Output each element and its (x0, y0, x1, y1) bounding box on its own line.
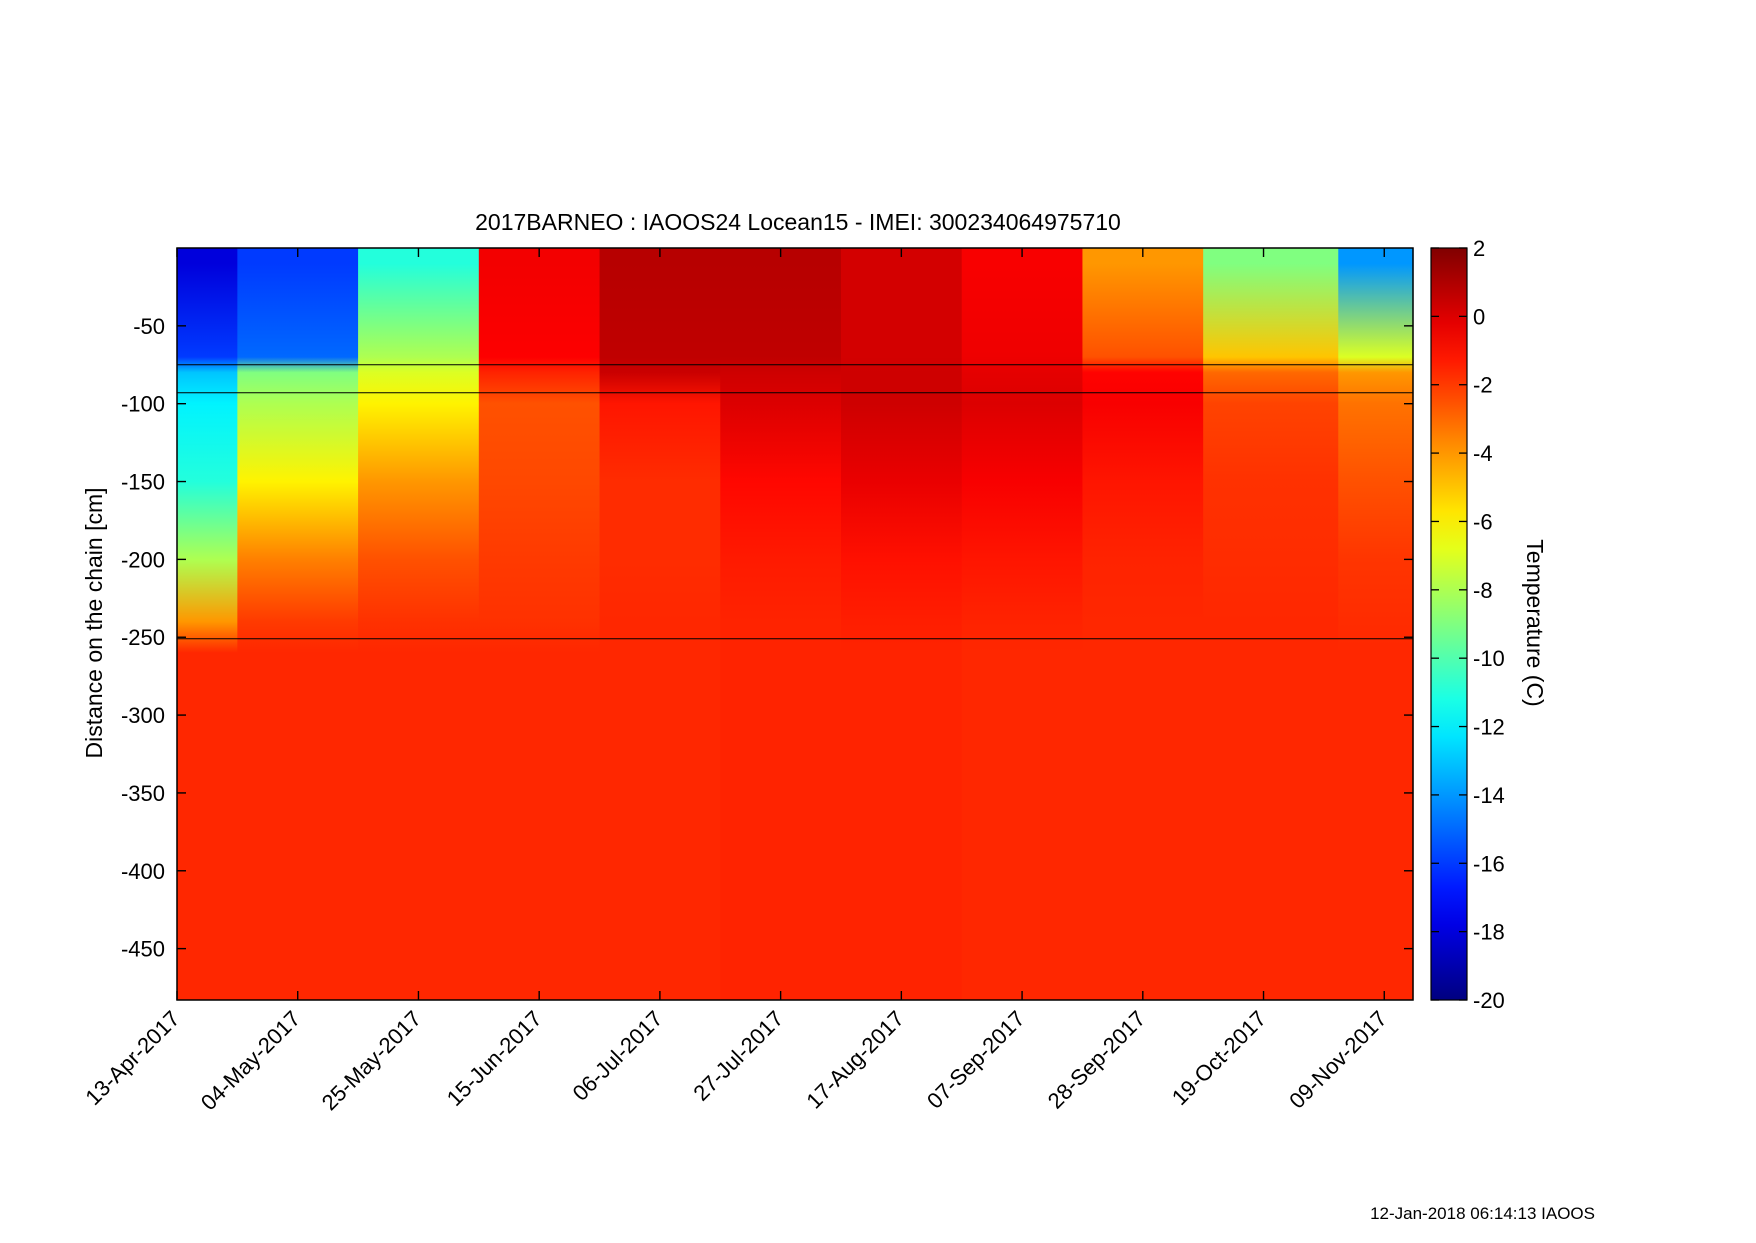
heatmap-column (1338, 248, 1414, 1000)
x-tick-label: 15-Jun-2017 (442, 1006, 547, 1111)
heatmap-column (1082, 248, 1204, 1000)
footer-timestamp: 12-Jan-2018 06:14:13 IAOOS (1370, 1204, 1595, 1223)
colorbar-tick-label: -6 (1473, 509, 1493, 534)
y-axis-label: Distance on the chain [cm] (81, 487, 107, 758)
colorbar-label: Temperature (C) (1522, 539, 1548, 706)
x-tick-label: 07-Sep-2017 (922, 1006, 1030, 1114)
x-tick-label: 28-Sep-2017 (1043, 1006, 1151, 1114)
colorbar-tick-label: -2 (1473, 373, 1493, 398)
x-tick-label: 27-Jul-2017 (688, 1006, 788, 1106)
temperature-heatmap (177, 248, 1414, 1000)
y-tick-label: -400 (121, 859, 165, 884)
chart-title: 2017BARNEO : IAOOS24 Locean15 - IMEI: 30… (475, 209, 1121, 235)
colorbar-tick-label: -8 (1473, 578, 1493, 603)
colorbar-tick-label: -14 (1473, 783, 1505, 808)
heatmap-column (961, 248, 1084, 1000)
colorbar-tick-label: -12 (1473, 715, 1505, 740)
y-tick-label: -250 (121, 625, 165, 650)
heatmap-column (1203, 248, 1339, 1000)
colorbar-tick-label: 2 (1473, 236, 1485, 261)
y-tick-label: -450 (121, 937, 165, 962)
x-tick-label: 25-May-2017 (317, 1006, 426, 1115)
reference-lines (177, 364, 1413, 640)
colorbar-tick-label: -4 (1473, 441, 1493, 466)
x-tick-label: 09-Nov-2017 (1284, 1006, 1392, 1114)
y-tick-label: -300 (121, 703, 165, 728)
y-tick-label: -100 (121, 392, 165, 417)
colorbar-tick-label: -18 (1473, 920, 1505, 945)
plot-frame (176, 247, 1414, 1001)
heatmap-column (177, 248, 238, 1000)
y-tick-label: -200 (121, 547, 165, 572)
x-tick-label: 04-May-2017 (196, 1006, 305, 1115)
y-axis: -50 -100 -150 -200 -250 -300 -350 -400 -450 (121, 314, 1413, 962)
x-tick-label: 19-Oct-2017 (1167, 1006, 1271, 1110)
colorbar-ticks: 2 0 -2 -4 -6 -8 -10 -12 -14 -16 -18 -20 (1431, 236, 1505, 1013)
heatmap-column (840, 248, 963, 1000)
x-tick-label: 06-Jul-2017 (568, 1006, 668, 1106)
heatmap-column (599, 248, 721, 1000)
heatmap-column (720, 248, 842, 1000)
y-tick-label: -350 (121, 781, 165, 806)
x-tick-label: 13-Apr-2017 (80, 1006, 184, 1110)
colorbar-tick-label: -16 (1473, 851, 1505, 876)
heatmap-column (478, 248, 601, 1000)
heatmap-column (358, 248, 480, 1000)
heatmap-column (237, 248, 359, 1000)
y-tick-label: -150 (121, 470, 165, 495)
colorbar-tick-label: -10 (1473, 646, 1505, 671)
colorbar (1430, 247, 1468, 1001)
x-tick-label: 17-Aug-2017 (801, 1006, 909, 1114)
colorbar-tick-label: -20 (1473, 988, 1505, 1013)
colorbar-tick-label: 0 (1473, 304, 1485, 329)
y-tick-label: -50 (133, 314, 165, 339)
